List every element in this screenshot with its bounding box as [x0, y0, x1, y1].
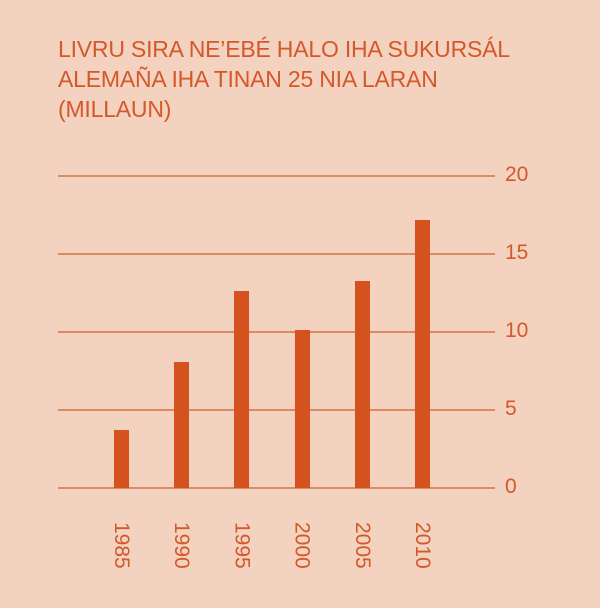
gridline	[58, 175, 495, 177]
chart-title: LIVRU SIRA NE’EBÉ HALO IHA SUKURSÁL ALEM…	[58, 36, 510, 122]
y-tick-label: 10	[505, 319, 529, 342]
bar-2005	[354, 280, 370, 488]
gridline	[58, 253, 495, 255]
gridline	[58, 331, 495, 333]
x-tick-label: 2010	[411, 522, 434, 569]
bar-2010	[415, 219, 430, 488]
y-tick-label: 20	[505, 163, 529, 186]
bar-1985	[114, 430, 129, 488]
bar-2000	[294, 330, 310, 488]
x-tick-label: 1995	[230, 522, 254, 569]
x-tick-label: 2005	[350, 522, 374, 569]
gridline	[58, 487, 495, 489]
gridline	[58, 409, 495, 411]
bar-1995	[234, 291, 250, 488]
y-tick-label: 15	[505, 241, 529, 264]
x-tick-label: 1990	[170, 522, 194, 569]
x-tick-label: 2000	[290, 522, 314, 569]
x-tick-label: 1985	[110, 522, 133, 569]
bar-1990	[174, 361, 190, 488]
y-tick-label: 5	[505, 397, 517, 420]
y-tick-label: 0	[505, 475, 517, 498]
